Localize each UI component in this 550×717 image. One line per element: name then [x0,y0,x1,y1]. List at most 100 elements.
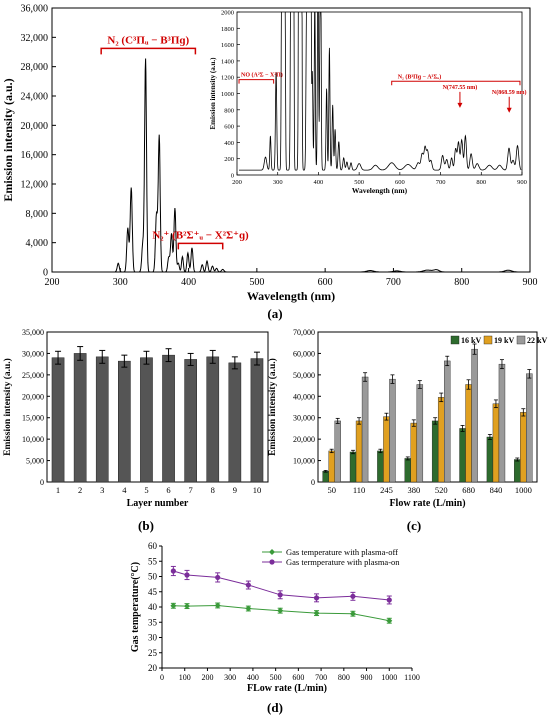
annotation-bracket [100,47,197,55]
x-tick-label: 600 [292,673,304,682]
y-tick-label: 16,000 [21,150,49,161]
data-point [386,597,392,603]
x-tick-label: 700 [386,277,401,288]
inset-annotation-bracket [391,80,521,86]
bar [520,412,527,483]
y-tick-label: 40,000 [293,392,315,401]
bar [389,378,396,483]
inset-background [202,10,528,196]
bar [228,362,242,483]
annotation-label: N₂⁺ (B²Σ⁺ᵤ − X²Σ⁺ɡ) [152,229,249,241]
panel-b-chart: 0 5,000 10,000 15,000 20,000 25,000 30,000 35,0… [2,328,269,509]
bar [140,357,153,483]
y-tick-label: 25,000 [22,371,44,380]
x-tick-label: 9 [233,485,237,495]
x-tick-label: 900 [361,673,373,682]
y-tick-label: 20,000 [22,392,44,401]
x-tick-label: 50 [327,485,336,495]
inset-x-tick-label: 300 [273,179,283,186]
inset-y-tick-label: 200 [224,156,234,163]
x-tick-label: 10 [253,485,262,495]
y-tick-label: 15,000 [22,414,44,423]
x-tick-label: 300 [113,277,128,288]
bar [334,420,341,483]
y-tick-label: 50 [148,572,158,582]
data-point [277,592,283,598]
series-line [173,604,390,622]
legend-swatch [516,335,526,345]
data-point [349,610,356,617]
x-tick-label: 3 [100,485,104,495]
inset-y-tick-label: 1000 [221,91,234,98]
y-tick-label: 25 [148,648,158,658]
y-tick-label: 20 [148,663,158,673]
y-tick-label: 10,000 [293,457,315,466]
bar [526,373,533,483]
y-tick-label: 5,000 [26,457,44,466]
legend-label: 19 kV [494,336,514,345]
bar [404,458,412,483]
x-tick-label: 840 [490,485,503,495]
x-tick-label: 400 [181,277,196,288]
x-tick-label: 2 [78,485,82,495]
bar [328,450,335,483]
x-tick-label: 200 [45,277,60,288]
inset-x-tick-label: 600 [395,179,405,186]
inset-x-tick-label: 900 [517,179,527,186]
x-tick-label: 200 [201,673,213,682]
inset-spectrum-line [239,12,522,171]
x-axis-label: Flow rate (L/min) [389,498,465,509]
inset-y-tick-label: 600 [224,124,234,131]
bar [514,459,521,483]
inset-x-axis-label: Wavelength (nm) [352,186,408,195]
x-tick-label: 1000 [381,673,397,682]
x-tick-label: 700 [315,673,327,682]
plot-frame [317,331,538,483]
panel-a-chart: 0 4,000 8,000 12,000 16,000 20,000 24,000 28,00… [1,4,538,304]
bar [118,360,131,483]
legend-marker [269,559,275,565]
data-point [386,617,393,624]
inset-y-tick-label: 400 [224,140,234,147]
x-tick-label: 380 [407,485,420,495]
annotation-label: N₂ (C³Πᵤ − B³Πɡ) [107,34,189,46]
bar [459,428,466,483]
y-tick-label: 0 [40,478,44,487]
y-tick-label: 30,000 [293,414,315,423]
bar [95,356,109,483]
y-tick-label: 12,000 [21,180,49,191]
inset-annotation-label: NO (A²Σ − X²Π) [241,72,283,79]
x-tick-label: 4 [122,485,127,495]
data-point [313,595,320,601]
bar [443,360,451,483]
legend: 16 kV 19 kV 22 kV [450,335,547,345]
x-tick-label: 900 [523,277,538,288]
legend-marker [269,549,275,555]
data-point [214,602,221,609]
y-tick-label: 0 [43,268,48,279]
bar [250,358,264,483]
y-tick-label: 45 [148,587,158,597]
y-tick-label: 8,000 [26,209,49,220]
y-tick-label: 24,000 [21,92,49,103]
bar [184,359,197,483]
y-tick-label: 35 [148,617,158,627]
inset-y-tick-label: 0 [231,173,234,180]
data-point [350,593,356,599]
bar [322,471,329,483]
bar [377,450,384,483]
x-tick-label: 1100 [404,673,420,682]
x-tick-label: 245 [380,485,393,495]
bar [361,376,369,483]
y-axis-label: Emission intensity (a.u.) [267,358,278,456]
x-tick-label: 400 [247,673,259,682]
inset-chart: 0200400600800100012001400160018002000200… [202,10,528,196]
bar [51,357,65,483]
series-line [173,570,390,601]
y-tick-label: 50,000 [293,371,315,380]
inset-annotation-arrowhead [457,102,463,108]
x-tick-label: 600 [318,277,333,288]
x-tick-label: 680 [462,485,475,495]
